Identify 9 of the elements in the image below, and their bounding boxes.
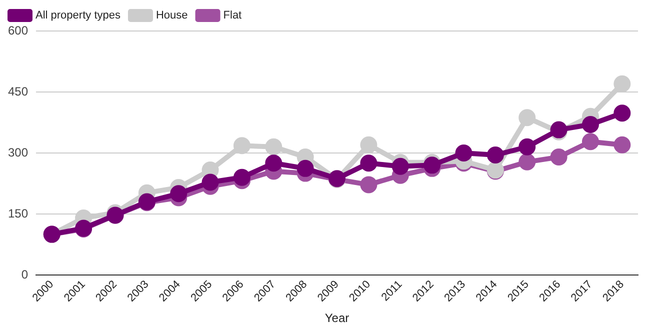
y-tick-label: 0 xyxy=(21,267,28,282)
y-tick-label: 450 xyxy=(8,84,28,98)
y-tick-label: 150 xyxy=(8,206,28,220)
y-tick-label: 300 xyxy=(8,145,28,160)
legend-label: All property types xyxy=(36,10,121,22)
legend-label: House xyxy=(156,10,188,22)
x-axis-title: Year xyxy=(324,311,350,326)
legend-label: Flat xyxy=(223,10,242,22)
y-tick-label: 600 xyxy=(8,23,28,38)
